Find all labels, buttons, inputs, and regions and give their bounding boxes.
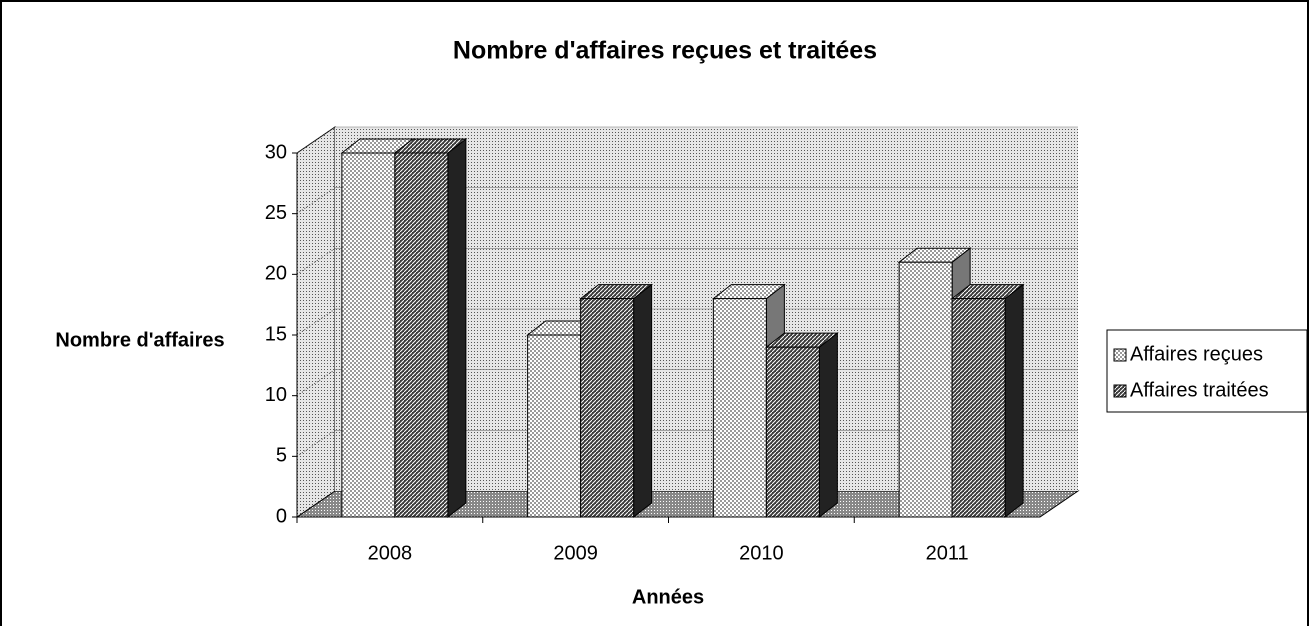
y-tick-label: 20: [265, 263, 287, 285]
bar-side: [447, 137, 467, 519]
y-tick-label: 10: [265, 384, 287, 406]
bar-side: [1004, 283, 1024, 519]
legend-swatch: [1113, 384, 1127, 398]
bar: [951, 298, 1006, 518]
y-tick-label: 15: [265, 323, 287, 345]
bar: [712, 298, 767, 518]
bar-side: [633, 283, 653, 519]
bar: [580, 298, 635, 518]
y-tick-label: 25: [265, 202, 287, 224]
bar: [394, 152, 449, 518]
legend-label: Affaires reçues: [1130, 343, 1263, 365]
bar-side: [818, 332, 838, 519]
legend-label: Affaires traitées: [1130, 379, 1269, 401]
bar: [898, 261, 953, 518]
x-tick-label: 2009: [553, 542, 598, 564]
y-tick-label: 0: [276, 505, 287, 527]
bar: [527, 334, 582, 518]
side-wall: [296, 126, 336, 518]
x-axis-label: Années: [632, 586, 704, 608]
y-tick-label: 30: [265, 141, 287, 163]
bar: [765, 346, 820, 518]
chart-title: Nombre d'affaires reçues et traitées: [453, 37, 877, 65]
x-tick-label: 2010: [739, 542, 784, 564]
legend-box: [1106, 329, 1308, 413]
y-tick-label: 5: [276, 445, 287, 467]
y-axis-label: Nombre d'affaires: [55, 329, 224, 351]
bar: [341, 152, 396, 518]
legend-swatch: [1113, 348, 1127, 362]
x-tick-label: 2011: [926, 542, 969, 564]
x-tick-label: 2008: [368, 542, 413, 564]
